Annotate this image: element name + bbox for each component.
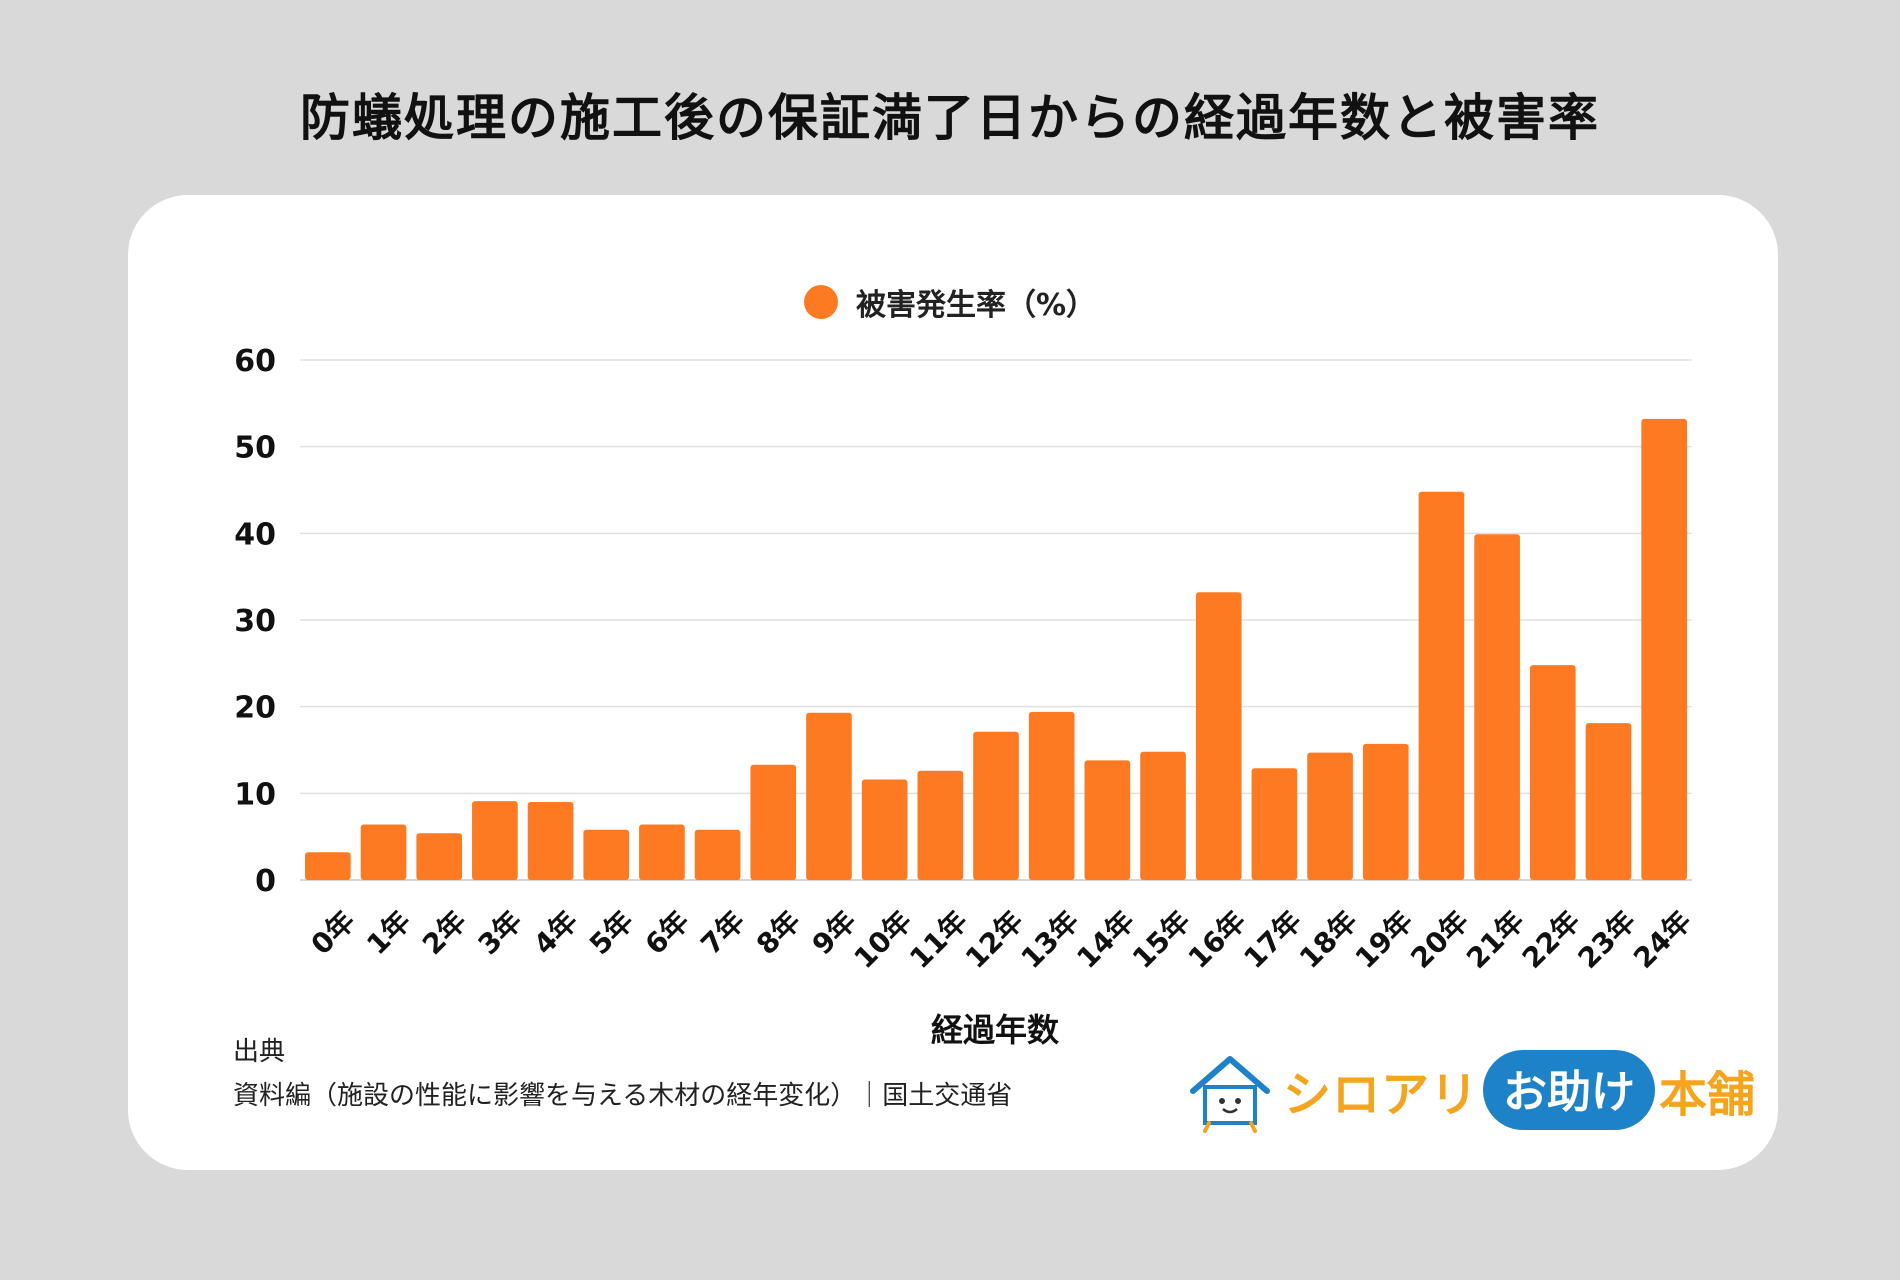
- bar-24年: [1641, 418, 1687, 880]
- x-tick-label: 12年: [959, 904, 1030, 975]
- x-tick-label: 1年: [360, 904, 417, 961]
- y-tick-label: 50: [234, 431, 276, 466]
- bar-2年: [416, 833, 463, 880]
- bar-7年: [694, 829, 741, 880]
- y-tick-label: 30: [234, 604, 276, 639]
- x-tick-label: 6年: [639, 904, 696, 961]
- bar-12年: [973, 731, 1019, 880]
- brand-name-part1: シロアリ: [1283, 1067, 1480, 1123]
- bar-20年: [1418, 491, 1465, 880]
- chart-legend: 被害発生率（%）: [0, 280, 1900, 324]
- x-tick-label: 8年: [750, 904, 807, 961]
- x-tick-label: 10年: [848, 904, 919, 975]
- bar-3年: [472, 801, 518, 880]
- bar-23年: [1585, 723, 1632, 880]
- brand-logo: シロアリ お助け 本舗: [1185, 1045, 1755, 1135]
- y-tick-label: 10: [234, 777, 276, 812]
- bar-19年: [1362, 743, 1409, 880]
- bar-22年: [1529, 665, 1576, 880]
- bars: [305, 418, 1687, 880]
- bar-4年: [527, 802, 574, 880]
- bar-5年: [583, 829, 630, 880]
- x-axis-ticks: 0年1年2年3年4年5年6年7年8年9年10年11年12年13年14年15年16…: [305, 904, 1698, 975]
- x-tick-label: 21年: [1460, 904, 1531, 975]
- x-tick-label: 24年: [1627, 904, 1698, 975]
- x-tick-label: 20年: [1404, 904, 1475, 975]
- y-axis-ticks: 0 10 20 30 40 50 60: [234, 344, 276, 899]
- bar-10年: [861, 779, 908, 880]
- y-tick-label: 40: [234, 517, 276, 552]
- y-tick-label: 60: [234, 344, 276, 379]
- legend-label: 被害発生率（%）: [855, 288, 1097, 323]
- x-tick-label: 16年: [1182, 904, 1253, 975]
- bar-16年: [1195, 592, 1242, 880]
- bar-21年: [1474, 534, 1520, 880]
- x-tick-label: 7年: [694, 904, 751, 961]
- x-axis-title: 経過年数: [930, 1011, 1059, 1049]
- brand-name-part3: 本舗: [1659, 1067, 1756, 1123]
- x-tick-label: 3年: [472, 904, 529, 961]
- x-tick-label: 19年: [1349, 904, 1420, 975]
- x-tick-label: 5年: [583, 904, 640, 961]
- house-mascot-icon: [1190, 1056, 1270, 1133]
- source-text: 資料編（施設の性能に影響を与える木材の経年変化）｜国土交通省: [233, 1081, 1013, 1111]
- x-tick-label: 15年: [1126, 904, 1197, 975]
- bar-14年: [1084, 760, 1131, 880]
- bar-18年: [1307, 752, 1353, 880]
- brand-name-part2: お助け: [1483, 1050, 1656, 1130]
- source-heading: 出典: [233, 1037, 286, 1067]
- x-tick-label: 14年: [1070, 904, 1141, 975]
- x-tick-label: 11年: [903, 904, 974, 975]
- source-block: 出典 資料編（施設の性能に影響を与える木材の経年変化）｜国土交通省: [233, 1030, 1012, 1118]
- x-tick-label: 22年: [1516, 904, 1587, 975]
- y-tick-label: 20: [234, 691, 276, 726]
- x-tick-label: 18年: [1293, 904, 1364, 975]
- bar-13年: [1028, 711, 1075, 880]
- bar-8年: [750, 764, 797, 880]
- bar-6年: [639, 824, 685, 880]
- x-tick-label: 17年: [1237, 904, 1308, 975]
- bar-11年: [917, 770, 964, 880]
- page-title: 防蟻処理の施工後の保証満了日からの経過年数と被害率: [300, 89, 1600, 147]
- bar-15年: [1140, 751, 1186, 880]
- y-tick-label: 0: [255, 864, 276, 899]
- x-tick-label: 0年: [305, 904, 362, 961]
- bar-1年: [360, 824, 407, 880]
- x-tick-label: 13年: [1015, 904, 1086, 975]
- bar-9年: [806, 712, 852, 880]
- x-tick-label: 2年: [416, 904, 473, 961]
- bar-17年: [1251, 768, 1298, 880]
- x-tick-label: 23年: [1571, 904, 1642, 975]
- x-tick-label: 4年: [527, 904, 584, 961]
- bar-0年: [305, 852, 351, 880]
- legend-swatch: [803, 285, 838, 319]
